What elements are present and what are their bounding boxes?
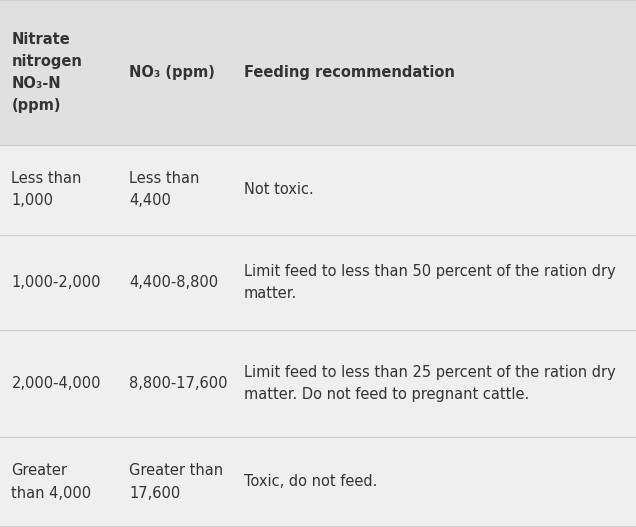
Text: Less than
1,000: Less than 1,000 <box>11 171 82 208</box>
Text: 4,400-8,800: 4,400-8,800 <box>129 275 218 290</box>
Text: Greater than
17,600: Greater than 17,600 <box>129 463 223 501</box>
Bar <box>0 145 636 235</box>
Text: Less than
4,400: Less than 4,400 <box>129 171 200 208</box>
Bar <box>0 437 636 527</box>
Text: NO₃ (ppm): NO₃ (ppm) <box>129 65 215 80</box>
Bar <box>0 330 636 437</box>
Text: 2,000-4,000: 2,000-4,000 <box>11 376 101 391</box>
Text: Toxic, do not feed.: Toxic, do not feed. <box>244 474 377 490</box>
Text: Not toxic.: Not toxic. <box>244 182 314 197</box>
Text: Greater
than 4,000: Greater than 4,000 <box>11 463 92 501</box>
Bar <box>0 0 636 145</box>
Text: 1,000-2,000: 1,000-2,000 <box>11 275 101 290</box>
Text: Nitrate
nitrogen
NO₃-N
(ppm): Nitrate nitrogen NO₃-N (ppm) <box>11 32 82 113</box>
Text: Limit feed to less than 50 percent of the ration dry
matter.: Limit feed to less than 50 percent of th… <box>244 264 616 301</box>
Bar <box>0 235 636 330</box>
Text: Feeding recommendation: Feeding recommendation <box>244 65 455 80</box>
Text: 8,800-17,600: 8,800-17,600 <box>129 376 228 391</box>
Text: Limit feed to less than 25 percent of the ration dry
matter. Do not feed to preg: Limit feed to less than 25 percent of th… <box>244 365 616 402</box>
